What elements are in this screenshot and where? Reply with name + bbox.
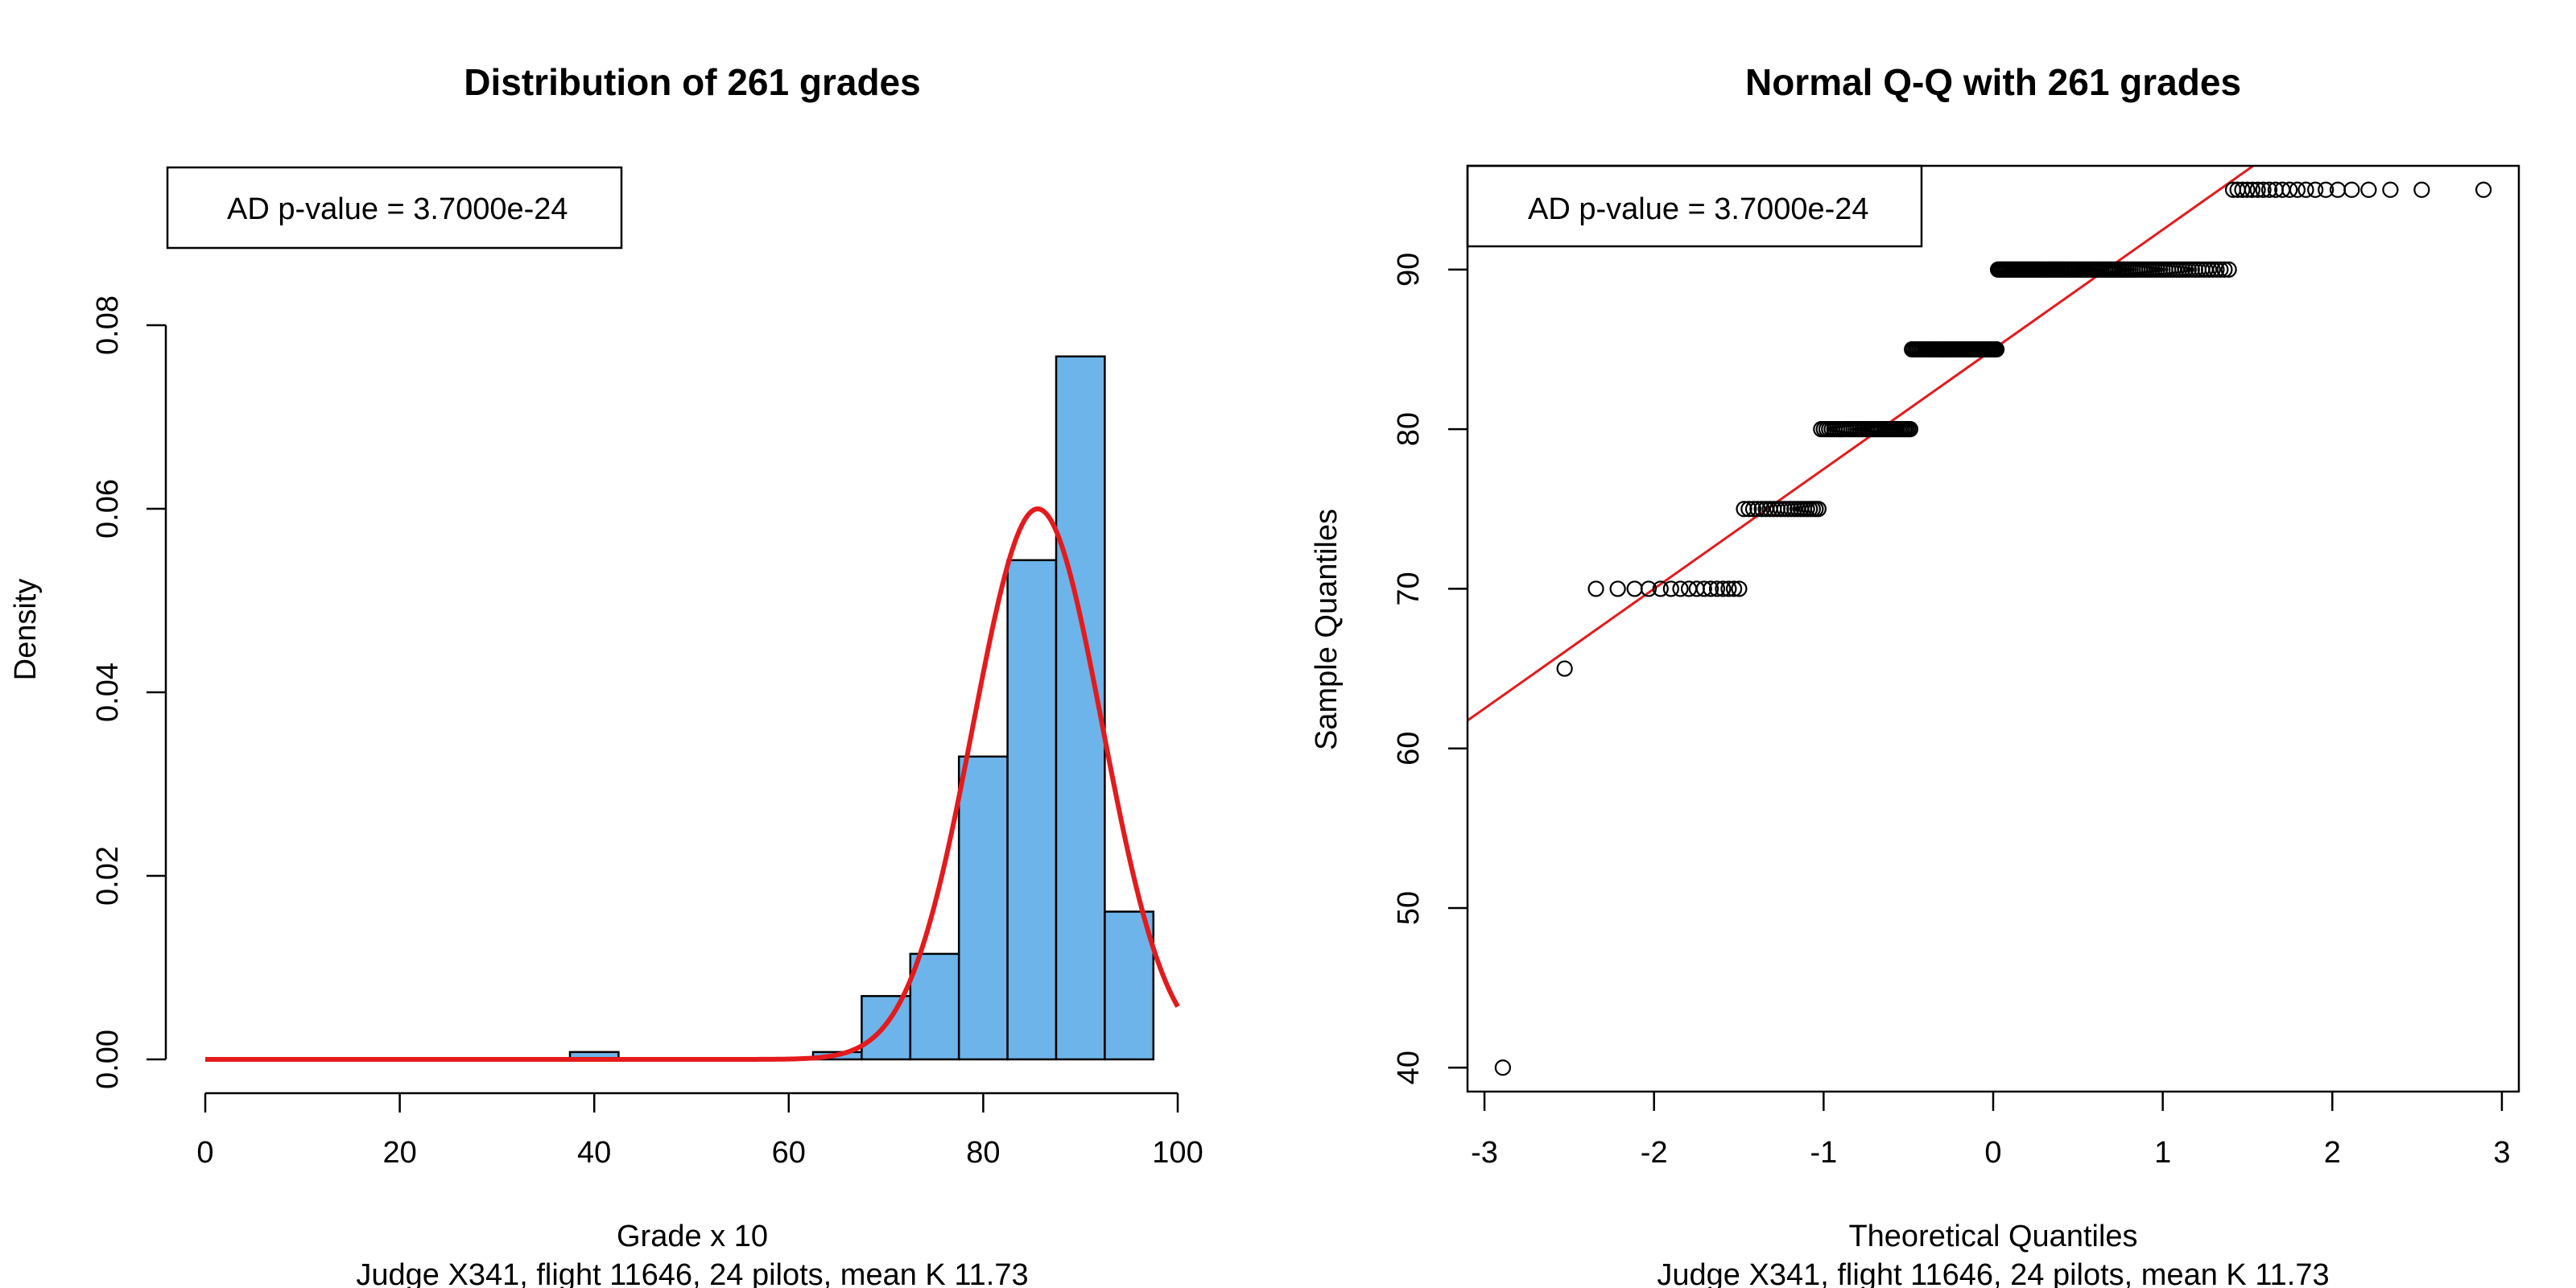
histogram-y-tick-label: 0.00 <box>91 1030 125 1089</box>
qq-point <box>2413 181 2430 198</box>
qq-point <box>1652 580 1669 597</box>
qq-y-ticks: 40 50 60 70 80 90 <box>1392 253 1468 1084</box>
qq-y-tick-label: 50 <box>1392 891 1426 925</box>
qq-point <box>1494 1059 1511 1076</box>
qq-point <box>2216 261 2233 278</box>
histogram-title: Distribution of 261 grades <box>464 61 920 103</box>
qq-point <box>2234 181 2251 198</box>
histogram-y-tick-label: 0.06 <box>91 479 125 539</box>
histogram-bar <box>957 755 1009 1061</box>
histogram-x-tick-label: 100 <box>1152 1136 1203 1170</box>
qq-point <box>1749 501 1766 518</box>
qq-x-tick-label: -3 <box>1471 1136 1498 1170</box>
qq-point <box>2382 181 2399 198</box>
qq-point <box>1715 580 1732 597</box>
qq-point <box>2244 181 2261 198</box>
histogram-legend: AD p-value = 3.7000e-24 <box>166 166 623 250</box>
qq-point <box>1736 501 1752 518</box>
qq-y-tick-label: 40 <box>1392 1051 1426 1084</box>
qq-points <box>1494 181 2492 1076</box>
qq-subtitle: Judge X341, flight 11646, 24 pilots, mea… <box>1657 1258 2329 1288</box>
qq-y-tick-label: 60 <box>1392 732 1426 766</box>
qq-point <box>2307 181 2324 198</box>
qq-point <box>1731 580 1748 597</box>
qq-point <box>2260 181 2278 198</box>
qq-point <box>2255 181 2272 198</box>
histogram-bars <box>568 355 1155 1061</box>
histogram-y-ticks: 0.00 0.02 0.04 0.06 0.08 <box>91 295 166 1089</box>
qq-panel: Normal Q-Q with 261 grades AD p-value = … <box>1310 61 2520 1288</box>
qq-point <box>1720 580 1737 597</box>
qq-x-tick-label: 2 <box>2324 1136 2341 1170</box>
qq-legend-text: AD p-value = 3.7000e-24 <box>1528 192 1869 226</box>
qq-point <box>1556 660 1573 677</box>
qq-legend: AD p-value = 3.7000e-24 <box>1466 164 1923 248</box>
qq-point <box>1988 341 2005 358</box>
histogram-y-tick-label: 0.04 <box>91 663 125 722</box>
qq-point <box>2201 261 2218 278</box>
qq-point <box>1725 580 1743 597</box>
qq-point <box>2239 181 2256 198</box>
qq-point <box>2475 181 2492 198</box>
histogram-bar <box>909 952 960 1061</box>
qq-point <box>2249 181 2266 198</box>
normal-density-curve <box>205 506 1180 1062</box>
histogram-y-tick-label: 0.02 <box>91 846 125 906</box>
histogram-legend-text: AD p-value = 3.7000e-24 <box>227 192 568 226</box>
qq-y-tick-label: 90 <box>1392 253 1426 287</box>
qq-x-tick-label: -2 <box>1641 1136 1668 1170</box>
histogram-x-tick-label: 80 <box>966 1136 1000 1170</box>
qq-point <box>1810 501 1827 518</box>
histogram-x-label: Grade x 10 <box>617 1220 768 1253</box>
histogram-x-ticks: 0 20 40 60 80 100 <box>196 1093 1203 1170</box>
histogram-legend-box <box>166 166 623 250</box>
histogram-x-tick-label: 0 <box>196 1136 213 1170</box>
qq-title: Normal Q-Q with 261 grades <box>1745 61 2241 103</box>
qq-point <box>1587 580 1604 597</box>
qq-x-tick-label: -1 <box>1810 1136 1837 1170</box>
histogram-bar <box>1104 910 1155 1061</box>
qq-point <box>1901 421 1918 438</box>
qq-point <box>1662 580 1679 597</box>
qq-point <box>1609 580 1626 597</box>
qq-point <box>2204 261 2221 278</box>
qq-x-ticks: -3 -2 -1 0 1 2 3 <box>1471 1092 2511 1170</box>
qq-point <box>1708 580 1726 597</box>
qq-point <box>1626 580 1643 597</box>
qq-y-label: Sample Quantiles <box>1310 509 1344 750</box>
qq-point <box>1744 501 1762 518</box>
qq-x-tick-label: 1 <box>2154 1136 2171 1170</box>
qq-reference-line <box>1468 166 2256 722</box>
qq-point <box>2297 181 2314 198</box>
qq-y-tick-label: 70 <box>1392 572 1426 605</box>
qq-x-tick-label: 0 <box>1984 1136 2001 1170</box>
qq-point <box>2281 181 2298 198</box>
histogram-x-tick-label: 40 <box>577 1136 611 1170</box>
histogram-x-tick-label: 60 <box>772 1136 806 1170</box>
qq-point <box>2212 261 2229 278</box>
qq-point <box>1740 501 1757 518</box>
qq-point <box>2318 181 2334 198</box>
qq-y-tick-label: 80 <box>1392 412 1426 446</box>
histogram-panel: Distribution of 261 grades AD p-value = … <box>9 61 1203 1288</box>
qq-x-tick-label: 3 <box>2493 1136 2510 1170</box>
qq-point <box>1640 580 1657 597</box>
qq-point <box>2220 261 2237 278</box>
qq-point <box>1703 580 1719 597</box>
histogram-y-tick-label: 0.08 <box>91 295 125 355</box>
histogram-bar <box>1006 559 1058 1061</box>
qq-x-label: Theoretical Quantiles <box>1848 1220 2137 1253</box>
qq-point <box>2343 181 2360 198</box>
qq-point <box>1753 501 1770 518</box>
qq-point <box>1672 580 1689 597</box>
histogram-subtitle: Judge X341, flight 11646, 24 pilots, mea… <box>356 1258 1028 1288</box>
histogram-y-label: Density <box>9 579 43 681</box>
qq-point <box>2360 181 2377 198</box>
qq-plot-frame <box>1466 164 2520 1093</box>
qq-point <box>2208 261 2225 278</box>
qq-point <box>1695 580 1712 597</box>
qq-point <box>2289 181 2306 198</box>
histogram-x-tick-label: 20 <box>382 1136 416 1170</box>
